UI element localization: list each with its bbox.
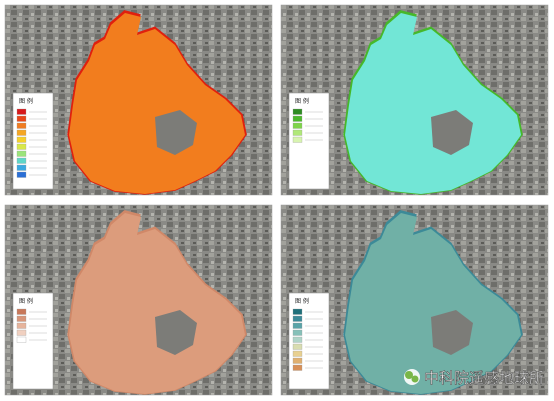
legend-swatch — [292, 308, 303, 315]
map-panel: 图 例 — [280, 4, 549, 196]
legend-swatch — [16, 336, 27, 343]
legend-title: 图 例 — [19, 297, 33, 305]
legend-swatch — [292, 136, 303, 143]
legend-swatch — [16, 122, 27, 129]
legend-swatch — [292, 357, 303, 364]
legend-swatch — [16, 329, 27, 336]
map-panel: 图 例 — [4, 204, 273, 396]
legend-swatch — [16, 108, 27, 115]
legend-swatch — [16, 136, 27, 143]
island — [155, 110, 197, 155]
legend-swatch — [292, 108, 303, 115]
legend-swatch — [292, 364, 303, 371]
legend-swatch — [16, 315, 27, 322]
legend-swatch — [16, 115, 27, 122]
lake-surface — [69, 13, 245, 194]
legend-title: 图 例 — [295, 97, 309, 105]
legend-swatch — [16, 143, 27, 150]
legend-swatch — [16, 150, 27, 157]
legend-swatch — [292, 336, 303, 343]
island — [155, 310, 197, 355]
legend-swatch — [16, 171, 27, 178]
legend-title: 图 例 — [19, 97, 33, 105]
legend-swatch — [292, 115, 303, 122]
island — [431, 310, 473, 355]
watermark: 中科院遥感地球所 — [404, 369, 544, 387]
legend-swatch — [292, 129, 303, 136]
legend-swatch — [16, 129, 27, 136]
legend-swatch — [16, 322, 27, 329]
map-panel: 图 例 — [4, 4, 273, 196]
watermark-text: 中科院遥感地球所 — [424, 369, 544, 387]
lake-surface — [69, 213, 245, 394]
legend-swatch — [292, 122, 303, 129]
legend-swatch — [292, 343, 303, 350]
legend-swatch — [292, 329, 303, 336]
legend-swatch — [292, 350, 303, 357]
legend-swatch — [292, 322, 303, 329]
legend-swatch — [16, 164, 27, 171]
lake-surface — [345, 13, 521, 194]
legend-swatch — [16, 308, 27, 315]
legend-swatch — [292, 315, 303, 322]
legend-title: 图 例 — [295, 297, 309, 305]
island — [431, 110, 473, 155]
lake-surface — [345, 213, 521, 394]
legend-swatch — [16, 157, 27, 164]
map-panel: 图 例 — [280, 204, 549, 396]
